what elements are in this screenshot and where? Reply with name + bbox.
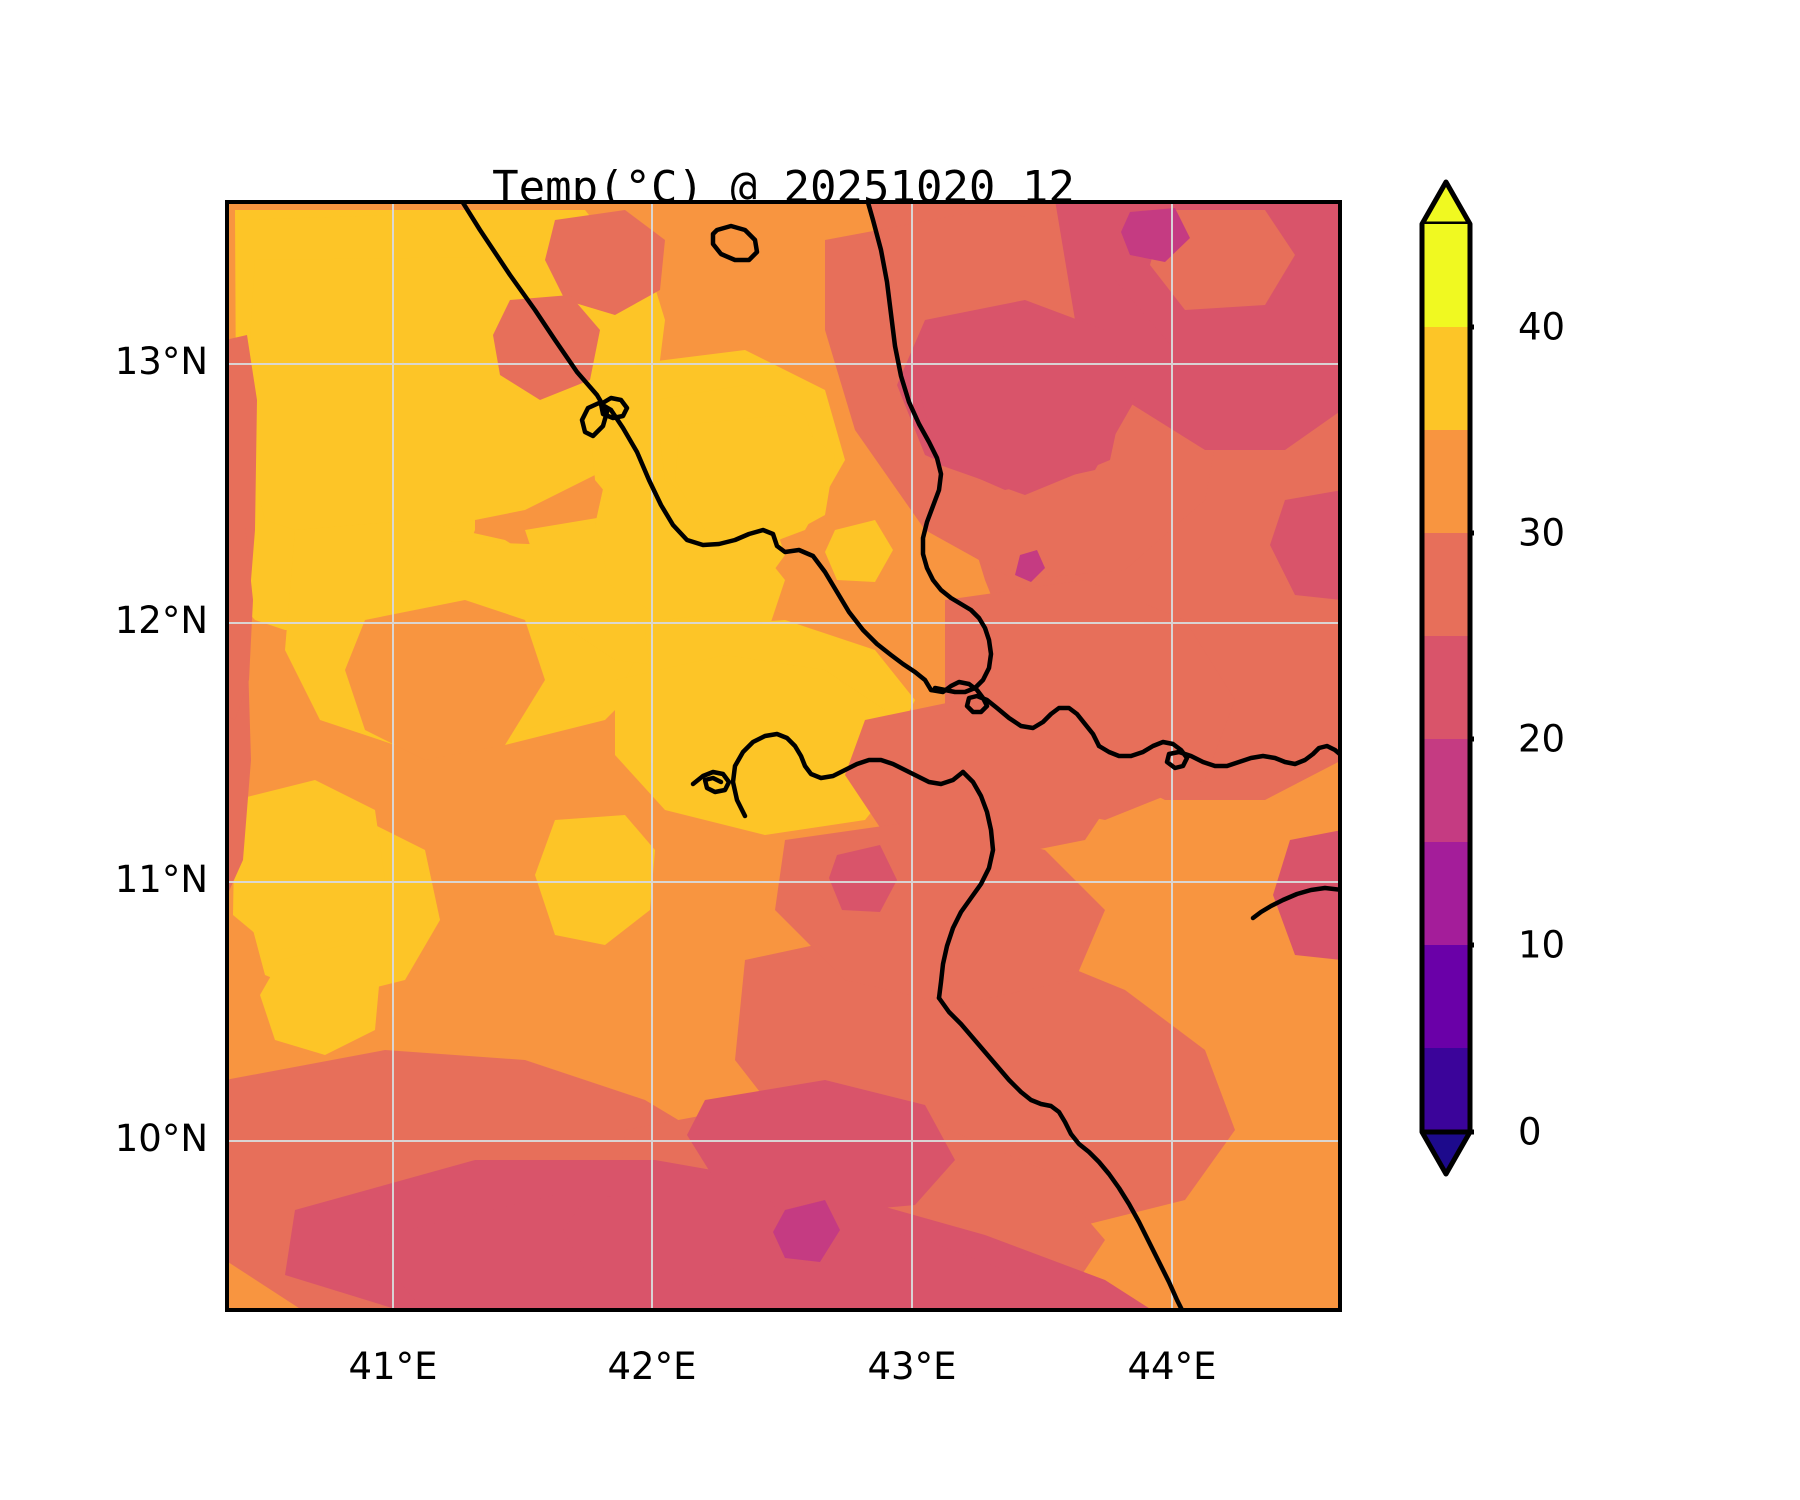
ytick-label-12N: 12°N <box>114 599 208 642</box>
colorbar[interactable] <box>1418 178 1474 1178</box>
ytick-label-13N: 13°N <box>114 340 208 383</box>
colorbar-over-arrow <box>1419 179 1473 227</box>
colorbar-tick-label-30: 30 <box>1518 511 1566 555</box>
ytick-label-10N: 10°N <box>114 1117 208 1160</box>
xtick-label-42E: 42°E <box>607 1345 697 1388</box>
temperature-contour-map <box>229 204 1338 1308</box>
colorbar-gradient <box>1419 179 1474 1177</box>
ytick-label-11N: 11°N <box>114 858 208 901</box>
colorbar-tick-label-20: 20 <box>1518 717 1566 761</box>
colorbar-tick-label-10: 10 <box>1518 923 1566 967</box>
xtick-label-43E: 43°E <box>867 1345 957 1388</box>
xtick-label-44E: 44°E <box>1127 1345 1217 1388</box>
colorbar-under-arrow <box>1419 1129 1473 1177</box>
colorbar-tick-label-40: 40 <box>1518 305 1566 349</box>
xtick-label-41E: 41°E <box>348 1345 438 1388</box>
colorbar-tick-label-0: 0 <box>1518 1110 1542 1154</box>
map-plot-area[interactable] <box>225 200 1342 1312</box>
